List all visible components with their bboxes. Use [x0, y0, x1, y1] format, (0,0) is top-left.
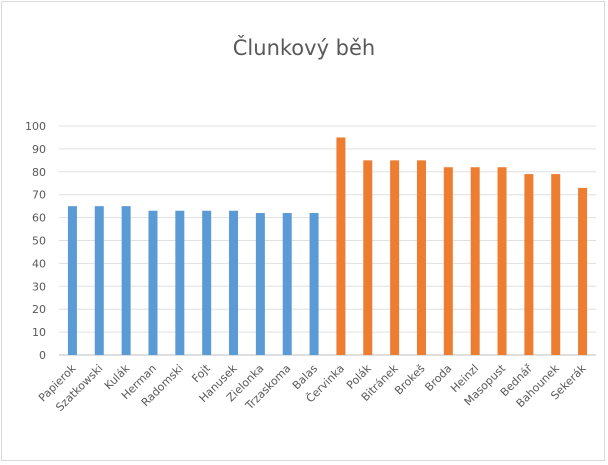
- bar: [578, 187, 588, 355]
- y-tick-label: 0: [39, 349, 46, 362]
- bar: [416, 160, 426, 355]
- x-category-label: Broda: [422, 362, 454, 394]
- y-tick-label: 50: [32, 235, 46, 248]
- bar: [524, 174, 534, 355]
- y-tick-label: 90: [32, 143, 46, 156]
- bar: [148, 210, 158, 355]
- y-tick-label: 40: [32, 257, 46, 270]
- chart-title: Člunkový běh: [232, 36, 376, 60]
- y-tick-label: 60: [32, 212, 46, 225]
- bar: [363, 160, 373, 355]
- bar: [551, 174, 561, 355]
- bar: [282, 213, 292, 355]
- bar: [175, 210, 185, 355]
- y-tick-label: 30: [32, 280, 46, 293]
- bar: [443, 167, 453, 355]
- x-category-label: Brokeš: [392, 362, 428, 398]
- bar: [255, 213, 265, 355]
- bar: [229, 210, 239, 355]
- y-tick-label: 70: [32, 189, 46, 202]
- bar: [336, 137, 346, 355]
- bar: [309, 213, 319, 355]
- bar: [202, 210, 212, 355]
- y-tick-label: 80: [32, 166, 46, 179]
- bar: [497, 167, 507, 355]
- bar: [390, 160, 400, 355]
- y-tick-label: 10: [32, 326, 46, 339]
- bar: [67, 206, 77, 355]
- bar: [94, 206, 104, 355]
- bar: [121, 206, 131, 355]
- y-tick-label: 20: [32, 303, 46, 316]
- y-tick-label: 100: [25, 120, 46, 133]
- bar: [470, 167, 480, 355]
